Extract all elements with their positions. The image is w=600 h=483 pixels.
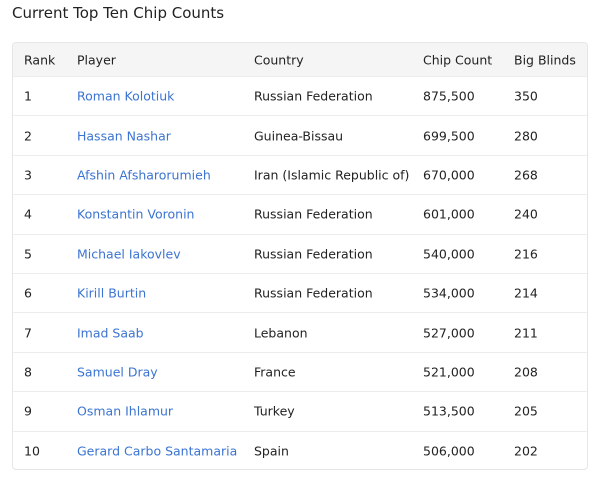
country: Russian Federation	[254, 88, 373, 104]
country: Russian Federation	[254, 246, 373, 262]
country: Iran (Islamic Republic of)	[254, 167, 410, 183]
header-chip-count: Chip Count	[423, 52, 493, 67]
player-link[interactable]: Osman Ihlamur	[77, 403, 174, 419]
rank: 3	[24, 167, 32, 183]
big-blinds: 268	[514, 167, 538, 183]
chip-count: 534,000	[423, 285, 475, 301]
header-rank: Rank	[24, 52, 56, 67]
rank: 9	[24, 403, 32, 419]
table-row: 6 Kirill Burtin Russian Federation 534,000 2…	[13, 272, 587, 312]
rank: 10	[24, 443, 40, 459]
player-link[interactable]: Roman Kolotiuk	[77, 88, 175, 104]
rank: 7	[24, 325, 32, 341]
big-blinds: 205	[514, 403, 538, 419]
chip-count: 699,500	[423, 128, 475, 144]
big-blinds: 350	[514, 88, 538, 104]
rank: 8	[24, 364, 32, 380]
rank: 4	[24, 206, 32, 222]
chip-count: 875,500	[423, 88, 475, 104]
table-header: Rank Player Country Chip Count Big Blind…	[13, 43, 587, 76]
table-row: 10 Gerard Carbo Santamaria Spain 506,000 202	[13, 430, 587, 469]
rank: 1	[24, 88, 32, 104]
player-link[interactable]: Gerard Carbo Santamaria	[77, 443, 238, 459]
big-blinds: 214	[514, 285, 538, 301]
table-row: 8 Samuel Dray France 521,000 208	[13, 351, 587, 391]
country: Guinea-Bissau	[254, 128, 344, 144]
table-row: 4 Konstantin Voronin Russian Federation 601…	[13, 194, 587, 233]
table-row: 7 Imad Saab Lebanon 527,000 211	[13, 312, 587, 351]
rank: 2	[24, 128, 32, 144]
table-row: 1 Roman Kolotiuk Russian Federation 875,500…	[13, 76, 587, 115]
header-country: Country	[254, 52, 304, 67]
player-link[interactable]: Konstantin Voronin	[77, 206, 195, 222]
big-blinds: 208	[514, 364, 538, 380]
player-link[interactable]: Michael Iakovlev	[77, 246, 181, 262]
table-row: 9 Osman Ihlamur Turkey 513,500 205	[13, 391, 587, 430]
country: Spain	[254, 443, 289, 459]
rank: 5	[24, 246, 32, 262]
table-row: 3 Afshin Afsharorumieh Iran (Islamic Repub…	[13, 154, 587, 194]
chip-count: 513,500	[423, 403, 475, 419]
country: France	[254, 364, 296, 380]
page-title: Current Top Ten Chip Counts	[12, 4, 225, 22]
chip-count: 540,000	[423, 246, 475, 262]
header-big-blinds: Big Blinds	[514, 52, 576, 67]
big-blinds: 211	[514, 325, 538, 341]
chip-count: 670,000	[423, 167, 475, 183]
player-link[interactable]: Afshin Afsharorumieh	[77, 167, 211, 183]
country: Lebanon	[254, 325, 308, 341]
country: Russian Federation	[254, 285, 373, 301]
player-link[interactable]: Samuel Dray	[77, 364, 158, 380]
player-link[interactable]: Hassan Nashar	[77, 128, 171, 144]
big-blinds: 202	[514, 443, 538, 459]
header-player: Player	[77, 52, 116, 67]
chip-count: 527,000	[423, 325, 475, 341]
country: Russian Federation	[254, 206, 373, 222]
big-blinds: 216	[514, 246, 538, 262]
chip-count: 521,000	[423, 364, 475, 380]
chip-count: 601,000	[423, 206, 475, 222]
big-blinds: 240	[514, 206, 538, 222]
big-blinds: 280	[514, 128, 538, 144]
table-row: 2 Hassan Nashar Guinea-Bissau 699,500 280	[13, 115, 587, 154]
table-row: 5 Michael Iakovlev Russian Federation 540,0…	[13, 233, 587, 273]
rank: 6	[24, 285, 32, 301]
player-link[interactable]: Imad Saab	[77, 325, 144, 341]
chip-counts-table: Rank Player Country Chip Count Big Blind…	[12, 42, 588, 470]
chip-count: 506,000	[423, 443, 475, 459]
country: Turkey	[254, 403, 295, 419]
player-link[interactable]: Kirill Burtin	[77, 285, 147, 301]
